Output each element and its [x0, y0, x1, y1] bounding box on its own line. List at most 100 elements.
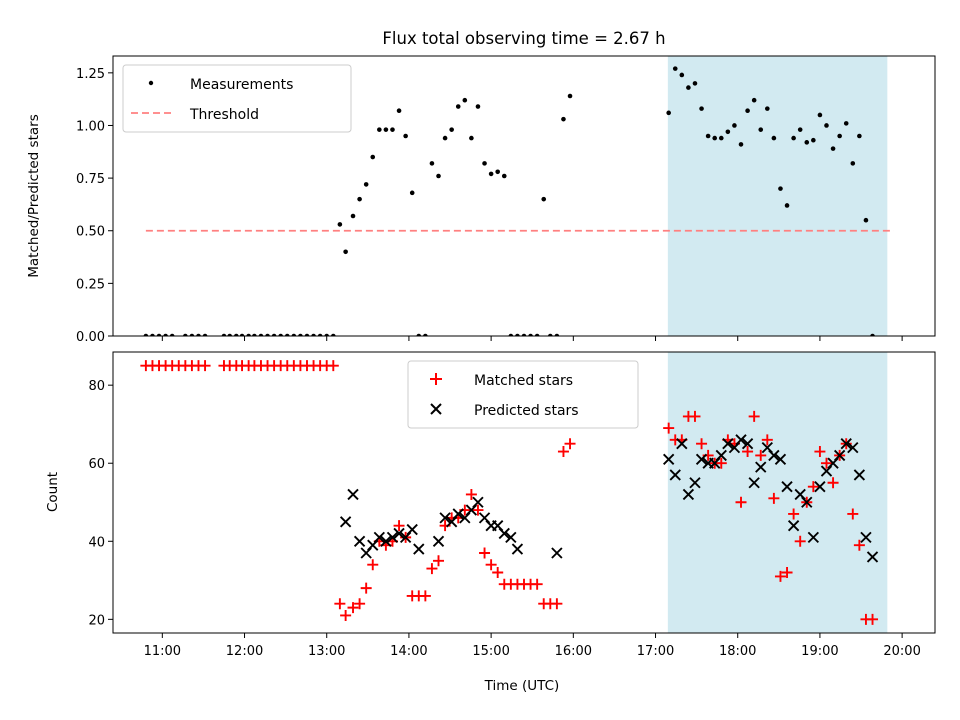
measurement-point — [738, 142, 744, 147]
matched-star-point — [564, 438, 576, 450]
matched-star-point — [492, 567, 504, 579]
matched-star-point — [742, 446, 754, 458]
measurement-point — [390, 127, 395, 132]
measurement-point — [271, 333, 277, 336]
measurement-point — [455, 104, 461, 109]
measurement-point — [521, 333, 527, 336]
predicted-stars-points — [339, 434, 879, 563]
measurement-point — [183, 333, 188, 336]
measurement-point — [830, 146, 836, 151]
predicted-star-point — [676, 438, 688, 450]
predicted-star-point — [722, 438, 734, 450]
bottom-axes-frame — [112, 351, 936, 634]
measurement-point — [343, 249, 348, 255]
predicted-star-point — [439, 512, 451, 524]
predicted-star-point — [452, 508, 464, 520]
x-tick-label: 13:00 — [308, 644, 345, 659]
measurement-point — [409, 190, 415, 196]
measurement-point — [462, 97, 468, 103]
measurement-point — [169, 333, 175, 336]
measurement-point — [436, 173, 441, 179]
top-y-tick-label: 0.25 — [76, 277, 105, 292]
predicted-star-point — [781, 480, 793, 493]
top-y-tick-label: 0.75 — [76, 172, 105, 187]
measurement-point — [442, 135, 448, 141]
top-panel: 0.00 0.25 0.50 0.75 1.00 1.25 Matched/Predict… — [26, 0, 936, 345]
measurement-point — [189, 333, 195, 336]
predicted-star-point — [689, 477, 701, 489]
x-tick-label: 12:00 — [226, 644, 263, 659]
predicted-star-point — [682, 488, 695, 501]
measurement-point — [357, 196, 362, 202]
measurement-point — [877, 0, 882, 2]
measurement-point — [370, 154, 376, 160]
predicted-star-point — [347, 488, 359, 501]
measurement-point — [890, 0, 895, 2]
measurement-point — [712, 135, 718, 141]
bottom-y-tick-label: 40 — [88, 535, 105, 550]
predicted-star-point — [695, 453, 708, 465]
measurement-point — [284, 333, 290, 336]
predicted-star-point — [511, 543, 524, 555]
matched-star-point — [755, 449, 767, 461]
measurement-point — [239, 333, 245, 336]
matched-star-point — [853, 539, 865, 551]
matched-star-point — [472, 504, 484, 516]
measurement-point — [567, 93, 573, 99]
matched-star-point — [663, 422, 675, 434]
measurement-point — [278, 333, 283, 336]
measurement-point — [751, 97, 757, 103]
predicted-star-point — [755, 461, 767, 473]
measurement-point — [692, 81, 698, 86]
matched-star-point — [426, 563, 438, 575]
matched-star-point — [689, 410, 701, 422]
measurement-point — [383, 127, 389, 132]
predicted-star-point — [807, 531, 820, 544]
measurement-point — [423, 333, 428, 336]
predicted-star-point — [472, 496, 484, 508]
measurement-point — [541, 196, 547, 202]
matched-star-point — [340, 609, 352, 621]
top-y-tick-label: 1.00 — [76, 119, 105, 134]
measurement-point — [324, 333, 330, 336]
measurement-point — [227, 333, 233, 336]
measurement-point — [837, 133, 842, 139]
bottom-y-axis-label: Count — [45, 472, 61, 512]
matched-star-point — [768, 492, 780, 504]
legend-threshold-label: Threshold — [189, 107, 259, 123]
matched-star-point — [761, 434, 773, 446]
matched-star-point — [774, 570, 786, 582]
measurement-point — [196, 333, 201, 336]
predicted-star-point — [432, 535, 445, 547]
measurement-point — [202, 333, 208, 336]
measurement-point — [718, 135, 724, 141]
measurement-point — [791, 135, 796, 141]
measurement-point — [778, 186, 783, 191]
bottom-y-ticks: 20 40 60 80 — [88, 379, 113, 628]
measurement-point — [824, 123, 829, 128]
measurement-point — [150, 333, 155, 336]
measurement-point — [469, 135, 474, 141]
predicted-star-point — [669, 469, 681, 481]
bottom-y-tick-label: 80 — [88, 379, 105, 394]
predicted-star-point — [866, 551, 879, 563]
measurement-point — [797, 127, 803, 132]
measurement-point — [403, 133, 408, 139]
predicted-star-point — [353, 535, 366, 547]
measurement-point — [258, 333, 264, 336]
matched-star-point — [715, 457, 727, 469]
predicted-star-point — [715, 449, 727, 462]
measurement-point — [337, 222, 343, 227]
measurement-point — [246, 333, 251, 336]
measurement-point — [429, 161, 435, 166]
measurement-point — [449, 127, 454, 132]
measurement-points — [143, 0, 895, 336]
predicted-star-point — [393, 527, 405, 540]
measurement-point — [745, 108, 750, 114]
measurement-point — [732, 123, 737, 128]
top-y-axis-label: Matched/Predicted stars — [26, 114, 42, 277]
measurement-point — [330, 333, 336, 336]
measurement-point — [804, 140, 810, 145]
predicted-star-point — [787, 520, 800, 532]
